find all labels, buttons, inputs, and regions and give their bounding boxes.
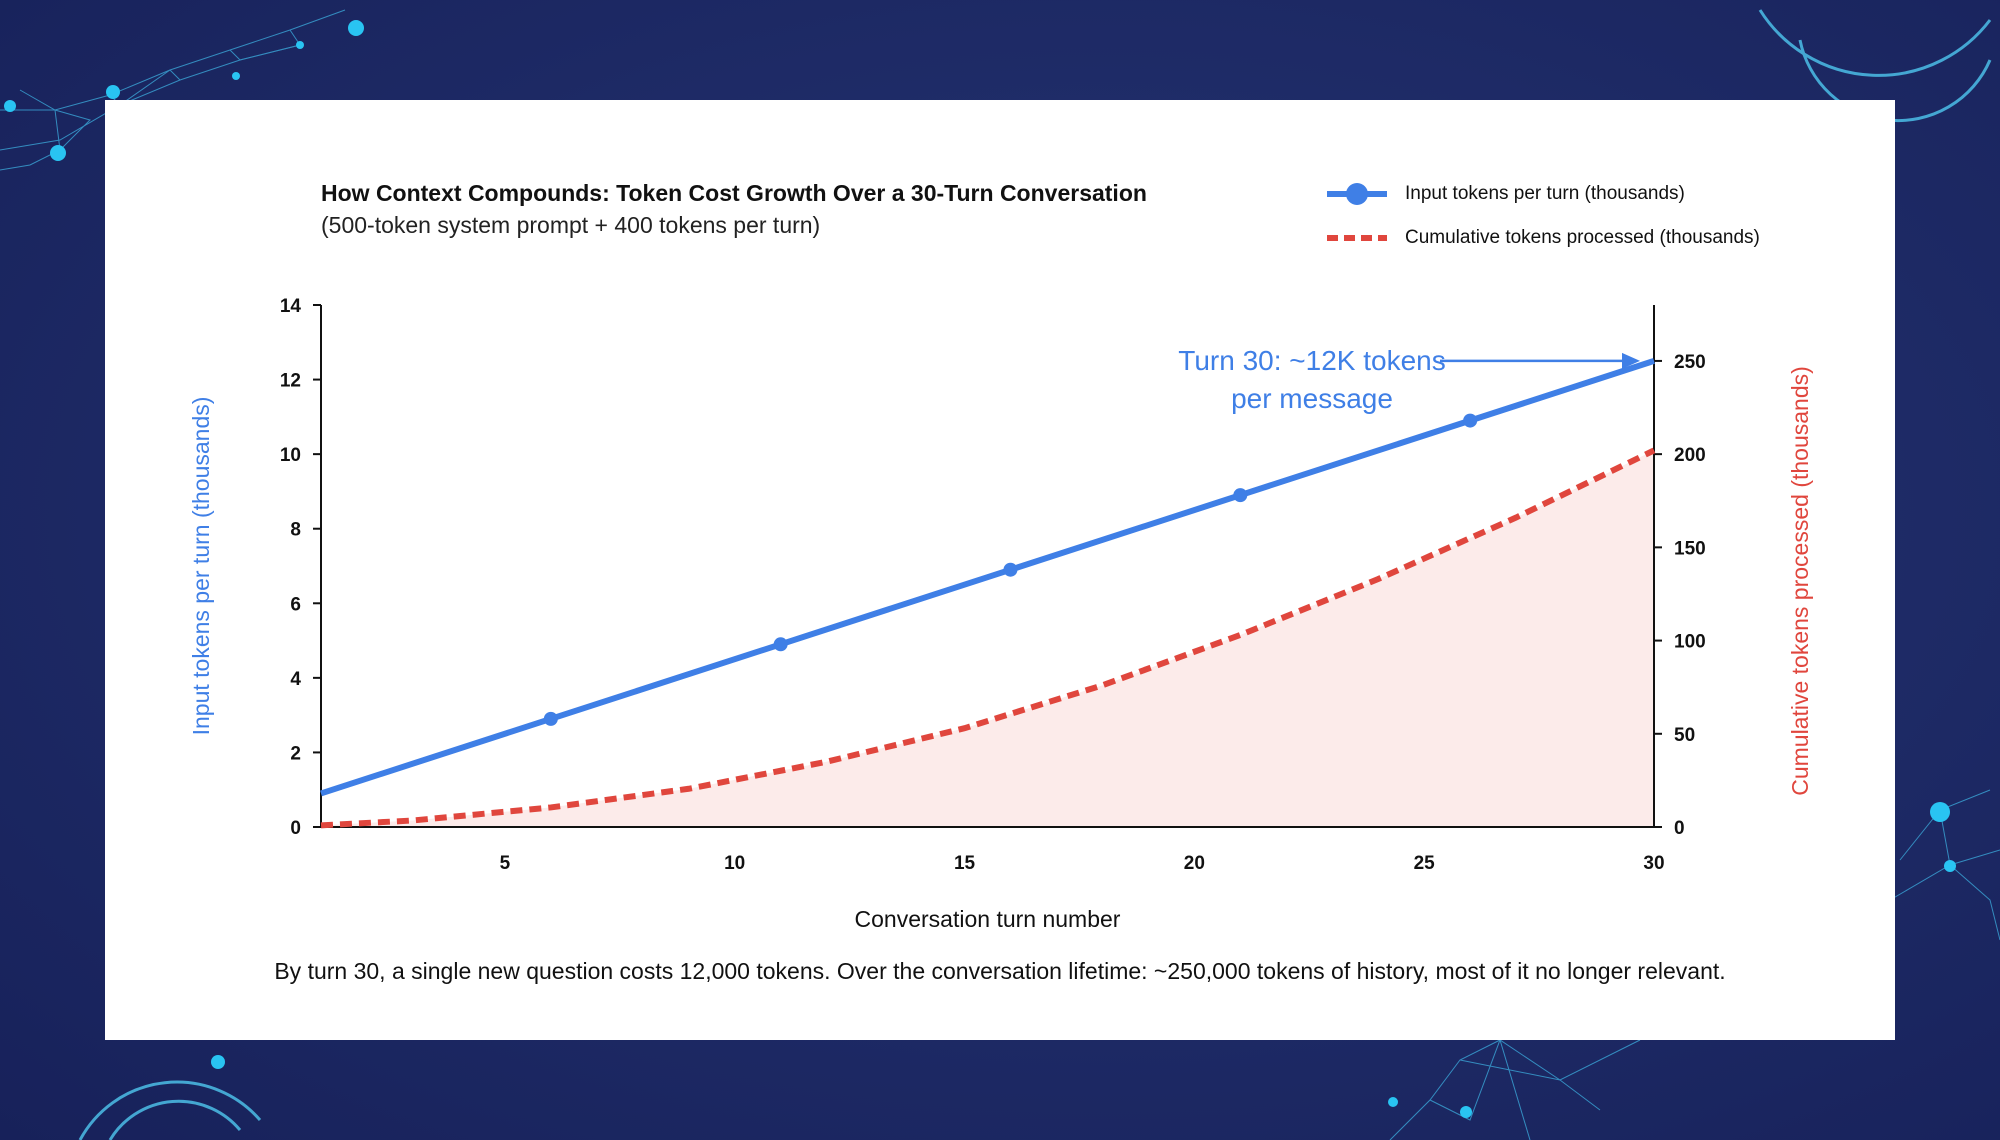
legend-item-input: Input tokens per turn (thousands) <box>1325 176 1685 212</box>
right-y-tick-label: 0 <box>1674 818 1685 839</box>
right-y-tick-label: 200 <box>1674 445 1706 466</box>
right-y-axis-label: Cumulative tokens processed (thousands) <box>1787 366 1813 796</box>
annotation-line-2: per message <box>1231 383 1393 414</box>
annotation-line-1: Turn 30: ~12K tokens <box>1178 345 1445 376</box>
x-tick-label: 5 <box>500 853 511 874</box>
left-y-tick-label: 8 <box>290 520 301 541</box>
left-y-tick-label: 6 <box>290 594 301 615</box>
legend-label-input: Input tokens per turn (thousands) <box>1405 183 1685 204</box>
legend-label-cumulative: Cumulative tokens processed (thousands) <box>1405 227 1760 248</box>
left-y-tick-label: 10 <box>280 445 301 466</box>
x-tick-label: 30 <box>1643 853 1664 874</box>
chart-subtitle: (500-token system prompt + 400 tokens pe… <box>321 212 821 238</box>
right-y-tick-label: 150 <box>1674 538 1706 559</box>
input-series-point <box>773 637 788 652</box>
x-axis-label: Conversation turn number <box>855 906 1121 932</box>
chart-footnote: By turn 30, a single new question costs … <box>274 958 1726 984</box>
cumulative-series-line <box>320 447 1656 829</box>
input-series-point <box>1233 488 1248 503</box>
input-series-point <box>1463 413 1478 428</box>
dual-axis-line-chart: 0 2 4 6 8 10 12 14 0 50 100 150 200 250 5 10 15 20 25 30 Con… <box>188 296 1813 932</box>
input-series-point <box>543 711 558 726</box>
chart-title: How Context Compounds: Token Cost Growth… <box>321 180 1147 206</box>
legend-swatch-input <box>1327 183 1387 205</box>
left-y-tick-label: 4 <box>290 669 301 690</box>
left-y-tick-label: 12 <box>280 371 301 392</box>
cumulative-area-fill <box>321 450 1654 827</box>
input-series-point <box>1003 562 1018 577</box>
x-tick-label: 20 <box>1184 853 1205 874</box>
left-y-tick-label: 2 <box>290 743 301 764</box>
right-y-tick-label: 250 <box>1674 352 1706 373</box>
left-y-tick-label: 14 <box>280 296 302 317</box>
left-y-axis-label: Input tokens per turn (thousands) <box>188 397 214 736</box>
chart-card: How Context Compounds: Token Cost Growth… <box>105 100 1895 1040</box>
left-y-tick-label: 0 <box>290 818 301 839</box>
right-y-tick-label: 50 <box>1674 725 1695 746</box>
annotation-arrow-head <box>1622 352 1640 369</box>
x-tick-label: 10 <box>724 853 745 874</box>
legend-item-cumulative: Cumulative tokens processed (thousands) <box>1325 220 1760 256</box>
input-series-line <box>320 358 1655 797</box>
legend-swatch-cumulative <box>1327 235 1387 241</box>
x-tick-label: 15 <box>954 853 976 874</box>
right-y-tick-label: 100 <box>1674 632 1706 653</box>
x-tick-label: 25 <box>1414 853 1436 874</box>
chart-legend: Input tokens per turn (thousands) Cumula… <box>1325 176 1885 266</box>
